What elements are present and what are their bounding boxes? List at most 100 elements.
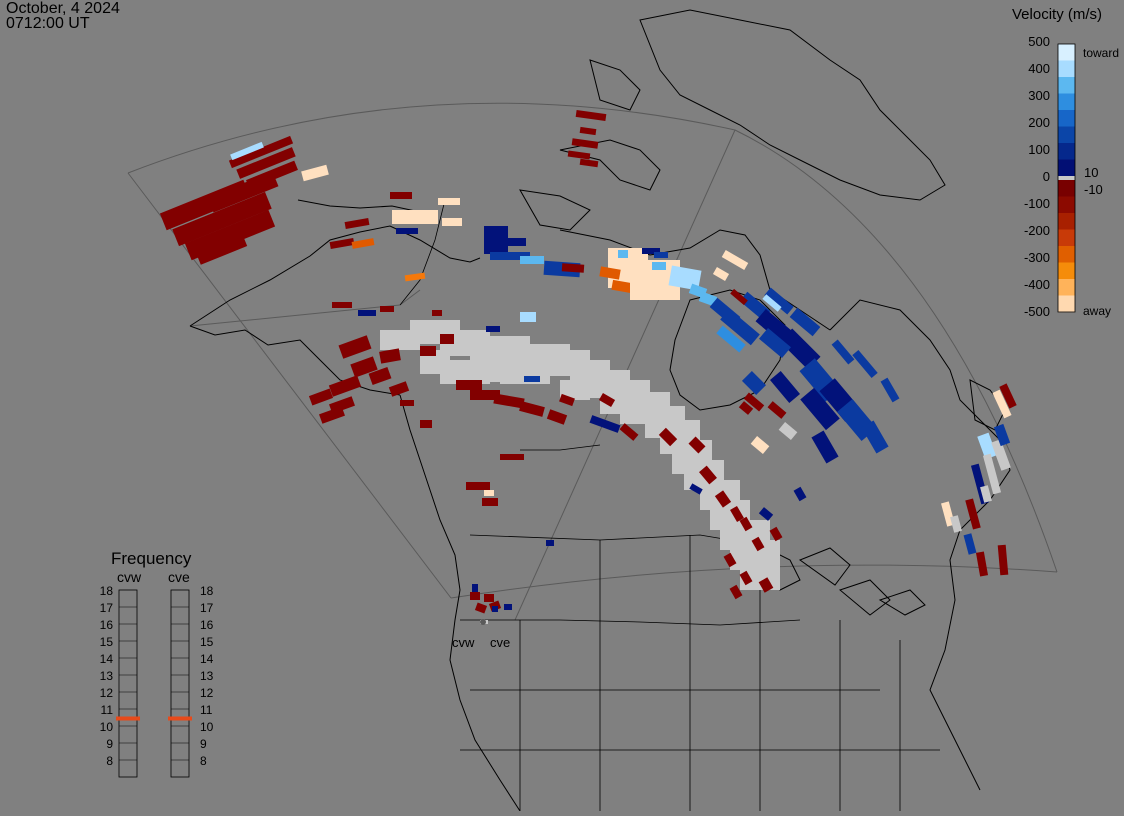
scatter-cell (579, 158, 599, 168)
scatter-cell (688, 436, 706, 454)
frequency-level-label: 14 (100, 652, 114, 666)
radar-sites (480, 619, 486, 625)
scatter-cell (762, 294, 782, 312)
scatter-cell (490, 252, 530, 260)
colorbar-tick-label: 400 (1028, 61, 1050, 76)
scatter-cell (739, 570, 753, 586)
frequency-panel-title: Frequency (111, 549, 192, 568)
scatter-cell (619, 423, 639, 441)
scatter-cell (751, 536, 765, 552)
colorbar-toward-segment (1058, 60, 1075, 78)
scatter-cell (654, 252, 668, 258)
frequency-level-label: 16 (200, 618, 214, 632)
scatter-cell (642, 248, 660, 254)
colorbar-toward-segment (1058, 159, 1075, 177)
frequency-level-label: 8 (106, 754, 113, 768)
scatter-cell (589, 415, 621, 433)
colorbar-away-segment (1058, 196, 1075, 214)
colorbar-tick-label: -500 (1024, 304, 1050, 319)
colorbar-tick-label: 0 (1043, 169, 1050, 184)
colorbar-away-segment (1058, 229, 1075, 247)
frequency-level-label: 12 (200, 686, 214, 700)
frequency-active-marker (116, 716, 140, 721)
scatter-cell (474, 602, 488, 614)
colorbar-tick-label: 10 (1084, 165, 1098, 180)
colorbar-toward-segment (1058, 44, 1075, 61)
frequency-level-label: 13 (100, 669, 114, 683)
scatter-cell (861, 420, 889, 454)
frequency-label-cvw: cvw (117, 569, 142, 585)
scatter-cell (493, 393, 525, 409)
colorbar-tick-label: -200 (1024, 223, 1050, 238)
scatter-cell (380, 306, 394, 312)
scatter-cell (652, 262, 666, 270)
frequency-level-label: 14 (200, 652, 214, 666)
scatter-cell (442, 218, 462, 226)
scatter-cell (500, 454, 524, 460)
scatter-cell (598, 393, 616, 407)
scatter-cell (999, 383, 1017, 409)
scatter-cell (520, 256, 544, 264)
velocity-scale-title: Velocity (m/s) (1012, 6, 1103, 23)
scatter-cell (472, 584, 478, 592)
colorbar-away-segment (1058, 213, 1075, 230)
frequency-box (118, 589, 138, 778)
colorbar-away-segment (1058, 262, 1075, 280)
radar-label-cve: cve (490, 635, 510, 650)
scatter-cell (977, 432, 997, 460)
scatter-cell (301, 164, 329, 182)
scatter-cell (729, 584, 743, 600)
scatter-cell (741, 370, 767, 396)
scatter-cell (358, 310, 376, 316)
scatter-cell (689, 483, 703, 495)
frequency-level-label: 13 (200, 669, 214, 683)
scatter-cell (524, 376, 540, 382)
scatter-cell (571, 138, 599, 149)
scatter-cell (560, 380, 590, 400)
scatter-cell (319, 406, 345, 424)
scatter-cell (388, 381, 410, 397)
velocity-colorbar: 500400300200100100-10-100-200-300-400-50… (1024, 34, 1119, 319)
scatter-cell (575, 109, 607, 122)
scatter-cell (716, 325, 746, 353)
scatter-cell (730, 288, 748, 306)
colorbar-tick-label: -10 (1084, 182, 1103, 197)
frequency-panel: 18 18 17 17 16 16 15 15 14 14 13 13 12 12 11 11 10 10 9 9 8 8 (100, 584, 214, 778)
scatter-cell (852, 349, 878, 379)
frequency-level-label: 18 (100, 584, 114, 598)
frequency-level-label: 11 (101, 703, 114, 717)
colorbar-tick-label: -400 (1024, 277, 1050, 292)
frequency-level-label: 15 (200, 635, 214, 649)
scatter-cell (714, 490, 732, 508)
scatter-cell (470, 592, 480, 600)
scatter-cell (559, 393, 575, 407)
scatter-cell (721, 250, 749, 270)
scatter-cell (546, 409, 568, 425)
scatter-cell (332, 302, 352, 308)
frequency-active-marker (168, 716, 192, 721)
frequency-level-label: 9 (106, 737, 113, 751)
scatter-cell (965, 498, 981, 530)
scatter-cell (520, 312, 536, 322)
frequency-level-label: 15 (100, 635, 114, 649)
scatter-cell (230, 141, 264, 161)
scatter-cell (432, 310, 442, 316)
frequency-level-label: 8 (200, 754, 207, 768)
scatter-cell (980, 485, 992, 503)
scatter-cell (778, 422, 798, 440)
radar-label-cvw: cvw (452, 635, 475, 650)
scatter-cell (658, 427, 678, 447)
scatter-cell (793, 486, 807, 502)
scatter-cell (579, 126, 597, 136)
scatter-cell (390, 192, 412, 199)
scatter-cell (561, 263, 585, 273)
scatter-cell (738, 401, 754, 415)
scatter-cell (975, 551, 989, 577)
colorbar-tick-label: 200 (1028, 115, 1050, 130)
frequency-level-label: 11 (200, 703, 213, 717)
frequency-box (170, 589, 190, 778)
scatter-cell (400, 400, 414, 406)
frequency-level-label: 12 (100, 686, 114, 700)
political-borders (399, 199, 940, 811)
